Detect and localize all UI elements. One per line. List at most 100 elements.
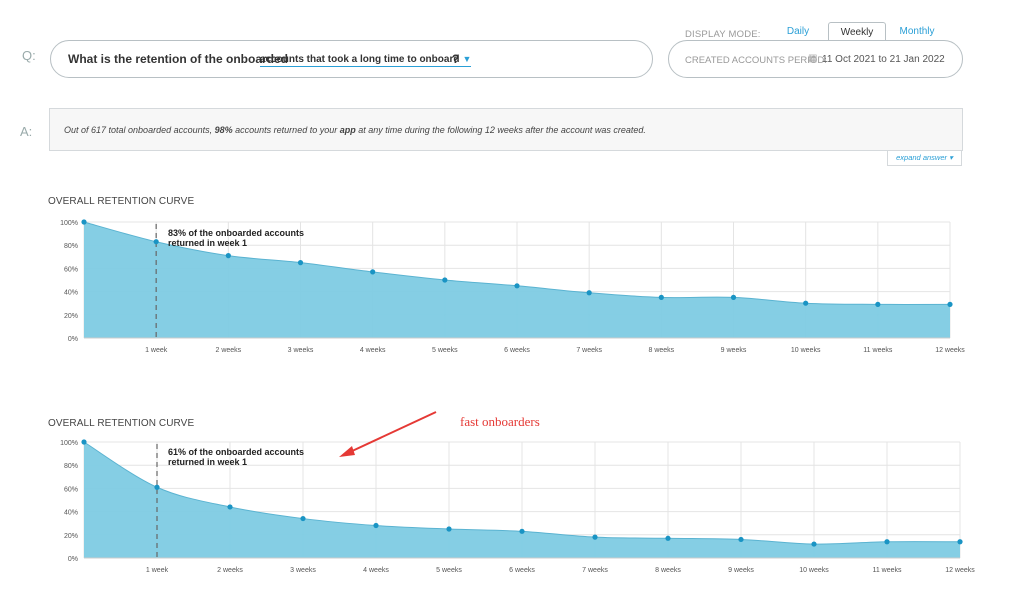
x-tick-label: 11 weeks (872, 567, 902, 574)
expand-answer-label: expand answer (896, 153, 947, 162)
chevron-down-icon: ▾ (949, 153, 953, 162)
x-tick-label: 11 weeks (863, 347, 893, 354)
question-dropdown-value: accounts that took a long time to onboar… (260, 54, 460, 65)
y-tick-label: 20% (64, 533, 78, 540)
y-tick-label: 20% (64, 313, 78, 320)
x-tick-label: 9 weeks (728, 567, 754, 574)
calendar-icon: ▦ (808, 53, 818, 64)
data-point (81, 439, 87, 445)
data-point (658, 294, 664, 300)
answer-part2: accounts returned to your (235, 125, 338, 135)
data-point (884, 539, 890, 545)
chart1-callout: 83% of the onboarded accounts returned in… (168, 228, 304, 248)
data-point (811, 541, 817, 547)
data-point (370, 269, 376, 275)
chart2-callout: 61% of the onboarded accounts returned in… (168, 447, 304, 467)
expand-answer-button[interactable]: expand answer ▾ (887, 151, 962, 166)
y-tick-label: 60% (64, 486, 78, 493)
tab-weekly[interactable]: Weekly (828, 22, 886, 41)
y-tick-label: 100% (60, 220, 78, 227)
period-label: CREATED ACCOUNTS PERIOD: (685, 55, 827, 66)
fast-onboarders-label: fast onboarders (460, 414, 540, 429)
x-tick-label: 12 weeks (945, 567, 975, 574)
x-tick-label: 6 weeks (504, 347, 530, 354)
chart2-callout-line2: returned in week 1 (168, 457, 248, 467)
retention-area (84, 442, 960, 558)
x-tick-label: 3 weeks (288, 347, 314, 354)
chart2-title: OVERALL RETENTION CURVE (48, 418, 195, 429)
answer-box (49, 108, 963, 151)
data-point (446, 526, 452, 532)
x-tick-label: 5 weeks (436, 567, 462, 574)
data-point (803, 300, 809, 306)
x-tick-label: 2 weeks (217, 567, 243, 574)
chart1-callout-line2: returned in week 1 (168, 238, 248, 248)
x-tick-label: 10 weeks (791, 347, 821, 354)
red-arrow-shaft (349, 411, 437, 453)
y-tick-label: 40% (64, 290, 78, 297)
question-text: What is the retention of the onboarded (68, 52, 288, 66)
chevron-down-icon: ▼ (462, 54, 472, 64)
answer-pct: 98% (214, 125, 233, 135)
y-tick-label: 0% (68, 556, 78, 563)
data-point (297, 260, 304, 266)
retention-area (84, 222, 950, 338)
data-point (665, 535, 671, 541)
chart1-callout-line1: 83% of the onboarded accounts (168, 228, 305, 238)
red-arrow (339, 411, 437, 457)
x-tick-label: 7 weeks (582, 567, 608, 574)
answer-text: Out of 617 total onboarded accounts, 98%… (64, 125, 646, 135)
retention-chart-1: 0% 20% 40% 60% 80% 100% 1 week 2 weeks 3 weeks 4 … (60, 219, 965, 354)
tab-daily[interactable]: Daily (786, 26, 810, 37)
data-point (153, 239, 159, 245)
x-tick-label: 5 weeks (432, 347, 458, 354)
x-tick-label: 1 week (146, 567, 169, 574)
x-tick-label: 3 weeks (290, 567, 316, 574)
answer-part3: at any time during the following 12 week… (358, 125, 646, 135)
x-tick-label: 4 weeks (363, 567, 389, 574)
question-dropdown[interactable]: accounts that took a long time to onboar… (260, 54, 472, 67)
data-point (442, 277, 448, 283)
data-point (957, 539, 963, 545)
question-box (50, 40, 653, 78)
answer-label: A: (20, 124, 33, 139)
data-point (738, 536, 744, 543)
data-point (154, 484, 160, 490)
x-tick-label: 9 weeks (721, 347, 747, 354)
x-tick-label: 8 weeks (655, 567, 681, 574)
data-point (514, 283, 520, 289)
data-point (947, 301, 953, 307)
display-mode-label: DISPLAY MODE: (685, 29, 761, 40)
x-tick-label: 6 weeks (509, 567, 535, 574)
x-tick-label: 10 weeks (799, 567, 829, 574)
chart2-callout-line1: 61% of the onboarded accounts (168, 447, 305, 457)
x-tick-label: 7 weeks (576, 347, 602, 354)
data-point (730, 294, 737, 300)
tab-monthly[interactable]: Monthly (899, 26, 935, 37)
data-point (875, 301, 881, 307)
data-point (225, 253, 231, 259)
chart1-title: OVERALL RETENTION CURVE (48, 196, 195, 207)
y-tick-label: 80% (64, 243, 78, 250)
data-point (81, 219, 87, 225)
answer-app: app (339, 125, 356, 135)
y-tick-label: 40% (64, 510, 78, 517)
retention-chart-2: 0% 20% 40% 60% 80% 100% 1 week 2 weeks 3 weeks 4 … (60, 439, 975, 574)
period-box[interactable] (668, 40, 963, 78)
data-point (227, 504, 233, 510)
y-tick-label: 60% (64, 266, 78, 273)
x-tick-label: 2 weeks (215, 347, 241, 354)
x-tick-label: 8 weeks (648, 347, 674, 354)
y-tick-label: 100% (60, 440, 78, 447)
data-point (373, 522, 379, 529)
x-tick-label: 12 weeks (935, 347, 965, 354)
x-tick-label: 4 weeks (360, 347, 386, 354)
question-label: Q: (22, 48, 36, 63)
y-tick-label: 0% (68, 336, 78, 343)
question-suffix: ? (452, 52, 460, 66)
data-point (586, 290, 592, 296)
data-point (300, 515, 306, 522)
x-tick-label: 1 week (145, 347, 168, 354)
red-arrow-head (339, 446, 355, 457)
period-value[interactable]: 11 Oct 2021 to 21 Jan 2022 (822, 54, 945, 65)
